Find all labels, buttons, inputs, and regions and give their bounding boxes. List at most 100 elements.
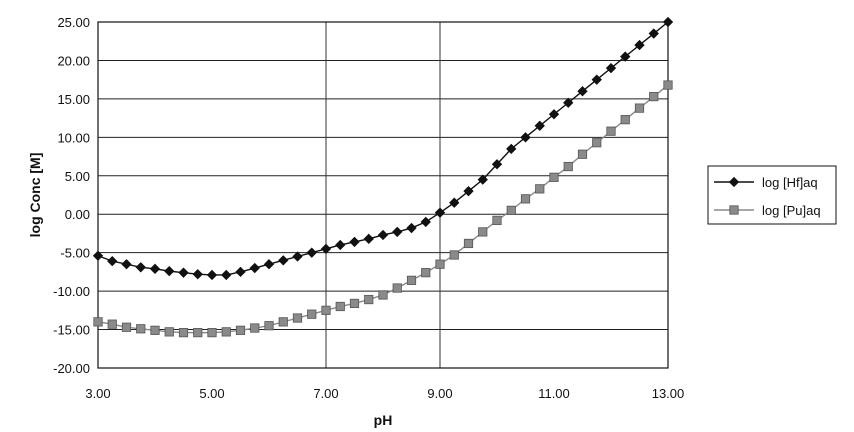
data-point (662, 16, 674, 28)
data-point (93, 317, 103, 327)
x-tick-labels: 3.00 5.00 7.00 9.00 11.00 13.00 (85, 386, 684, 401)
data-point (421, 268, 431, 278)
data-point (435, 259, 445, 269)
data-point (363, 233, 374, 244)
data-point (250, 323, 260, 333)
data-point (335, 239, 346, 251)
data-point (463, 185, 474, 197)
data-point (193, 328, 203, 338)
data-point (150, 325, 160, 335)
data-point (107, 255, 118, 267)
data-point (620, 115, 630, 125)
data-point (563, 97, 574, 108)
legend-label: log [Hf]aq (762, 175, 818, 190)
legend-marker (728, 176, 740, 188)
data-point (349, 236, 360, 248)
y-tick-labels: 25.00 20.00 15.00 10.00 5.00 0.00 -5.00 -10.00 -… (53, 15, 90, 376)
data-point (306, 247, 317, 258)
data-point (221, 327, 231, 337)
data-point (378, 290, 388, 300)
legend-label: log [Pu]aq (762, 203, 821, 218)
data-point (377, 229, 389, 241)
legend-item: log [Pu]aq (714, 203, 821, 218)
series-hf (92, 16, 674, 281)
plot-area-frame (97, 21, 669, 369)
data-point (406, 222, 417, 234)
data-point (149, 263, 161, 274)
data-point (406, 275, 417, 285)
x-tick-label: 9.00 (427, 386, 452, 401)
data-point (278, 317, 288, 327)
data-point (634, 39, 645, 51)
y-axis-title: log Conc [M] (27, 153, 43, 238)
data-point (135, 262, 146, 273)
data-point (649, 91, 659, 102)
legend-marker (729, 205, 739, 215)
legend-item: log [Hf]aq (714, 175, 818, 190)
vertical-gridlines (325, 22, 441, 368)
data-point (221, 269, 232, 281)
data-point (92, 250, 104, 261)
data-point (634, 103, 645, 113)
data-point (392, 226, 403, 238)
y-tick-label: 25.00 (57, 15, 90, 30)
data-point (549, 172, 559, 182)
data-point (178, 267, 189, 278)
data-point (535, 184, 545, 194)
data-point (548, 109, 560, 120)
data-point (335, 301, 345, 312)
x-axis-title: pH (374, 412, 393, 428)
data-point (235, 266, 246, 278)
data-point (192, 269, 203, 280)
x-tick-label: 13.00 (652, 386, 685, 401)
x-tick-label: 11.00 (538, 386, 570, 401)
data-point (506, 205, 516, 215)
data-point (420, 216, 431, 228)
data-point (364, 294, 374, 305)
data-point (178, 328, 189, 338)
data-point (620, 51, 631, 62)
data-point (321, 305, 331, 315)
data-point (136, 324, 146, 334)
data-point (434, 207, 446, 218)
data-point (292, 251, 303, 262)
data-point (577, 149, 588, 159)
data-point (606, 126, 616, 136)
data-point (534, 120, 545, 131)
x-tick-label: 3.00 (85, 386, 110, 401)
x-tick-label: 7.00 (313, 386, 338, 401)
data-point (492, 215, 502, 225)
series-pu (93, 80, 673, 338)
y-tick-label: -15.00 (53, 323, 90, 338)
data-point (292, 313, 303, 323)
data-point (121, 259, 132, 270)
series (92, 16, 674, 338)
x-tick-label: 5.00 (199, 386, 224, 401)
data-point (235, 325, 246, 335)
data-point (491, 159, 503, 170)
data-point (107, 319, 117, 329)
y-tick-label: 20.00 (57, 53, 90, 68)
data-point (463, 238, 474, 249)
data-point (264, 321, 274, 331)
data-point (592, 138, 602, 148)
data-point (449, 250, 459, 260)
data-point (563, 161, 573, 172)
legend-box (707, 165, 837, 225)
data-point (392, 283, 402, 293)
data-point (520, 132, 531, 143)
data-point (249, 262, 260, 274)
legend: log [Hf]aq log [Pu]aq (707, 165, 837, 225)
data-point (506, 143, 517, 155)
data-point (591, 74, 602, 85)
data-point (263, 259, 275, 270)
y-tick-label: -5.00 (60, 246, 90, 261)
data-point (520, 194, 531, 204)
data-point (121, 322, 132, 332)
data-point (320, 243, 332, 254)
data-point (164, 265, 175, 277)
y-tick-label: 0.00 (65, 207, 90, 222)
y-tick-label: -10.00 (53, 284, 90, 299)
y-tick-label: 10.00 (57, 130, 90, 145)
